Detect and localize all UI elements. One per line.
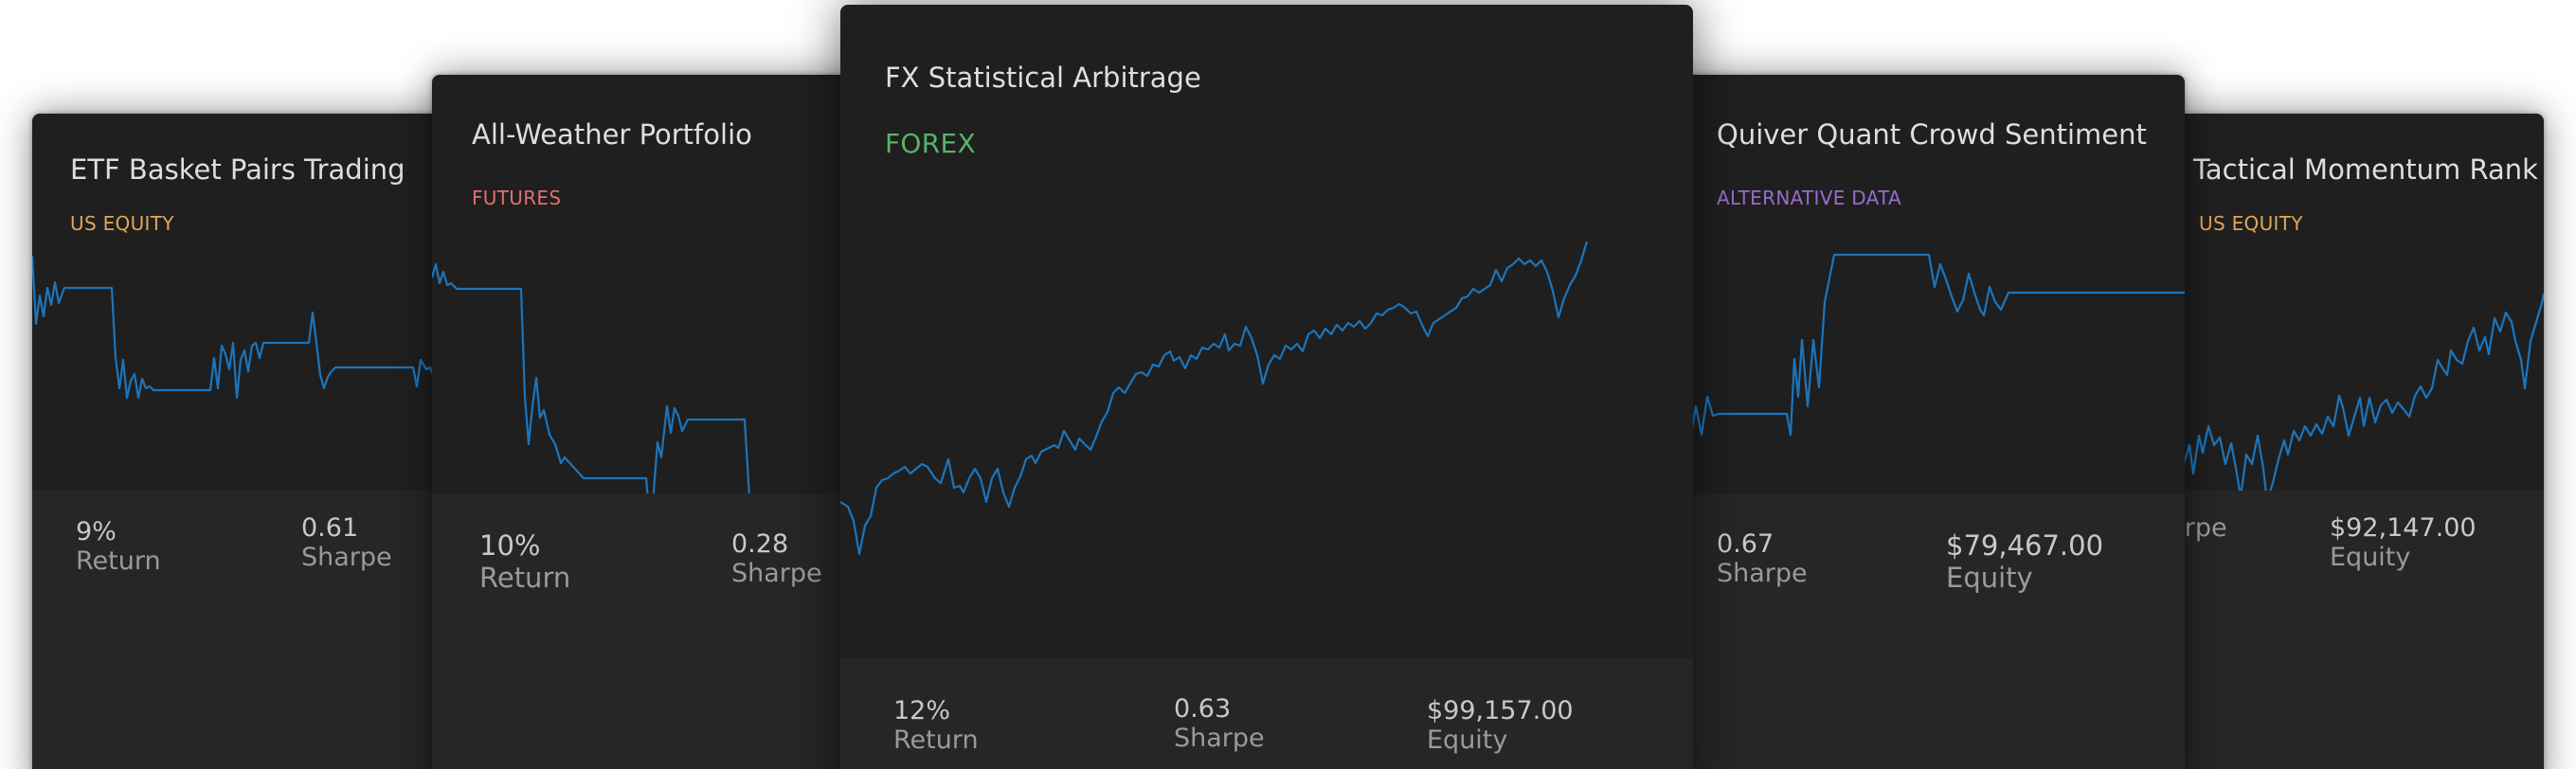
stat-sharpe: 0.61 Sharpe	[301, 513, 392, 572]
strategy-card-quiver-quant-crowd-sentiment[interactable]: Quiver Quant Crowd Sentiment ALTERNATIVE…	[1664, 75, 2185, 769]
stat-value: $99,157.00	[1427, 696, 1574, 725]
stat-value: 9%	[76, 517, 117, 546]
stats-panel: 12% Return 0.63 Sharpe $99,157.00 Equity	[840, 658, 1693, 769]
card-title: Quiver Quant Crowd Sentiment	[1717, 118, 2147, 151]
card-title: ETF Basket Pairs Trading	[70, 153, 405, 186]
stat-label: Sharpe	[1717, 559, 1808, 588]
equity-line	[840, 241, 1589, 556]
asset-class-tag: FOREX	[885, 128, 976, 159]
card-title: FX Statistical Arbitrage	[885, 62, 1201, 94]
stat-sharpe: 0.28 Sharpe	[731, 529, 822, 588]
stat-equity: $79,467.00 Equity	[1946, 529, 2103, 594]
stat-label: Return	[893, 725, 979, 755]
stat-equity: $92,147.00 Equity	[2330, 513, 2477, 572]
stat-label: Sharpe	[1174, 724, 1265, 753]
equity-line	[1664, 253, 2185, 607]
stat-value: 10%	[479, 529, 541, 562]
stat-label: Equity	[1946, 562, 2033, 594]
card-title: Tactical Momentum Rank	[2193, 153, 2538, 186]
stat-value: 0.67	[1717, 529, 1774, 559]
stats-panel: 0.67 Sharpe $79,467.00 Equity	[1664, 493, 2185, 769]
stat-value: 0.61	[301, 513, 359, 543]
strategy-card-fx-statistical-arbitrage[interactable]: FX Statistical Arbitrage FOREX 12% Retur…	[840, 5, 1693, 769]
stat-value: 0.63	[1174, 694, 1232, 724]
equity-chart	[32, 255, 477, 400]
stat-sharpe: 0.67 Sharpe	[1717, 529, 1808, 588]
equity-line	[32, 255, 477, 400]
stat-value: 12%	[893, 696, 951, 725]
equity-line	[2182, 293, 2544, 504]
stat-value: $92,147.00	[2330, 513, 2477, 543]
asset-class-tag: FUTURES	[472, 187, 562, 209]
asset-class-tag: US EQUITY	[70, 212, 174, 235]
stat-label: Equity	[2330, 543, 2411, 572]
stat-value: 0.28	[731, 529, 789, 559]
stat-return: 10% Return	[479, 529, 570, 594]
asset-class-tag: US EQUITY	[2199, 212, 2303, 235]
stats-panel: 9% Return 0.61 Sharpe	[32, 491, 477, 769]
strategy-card-etf-basket-pairs-trading[interactable]: ETF Basket Pairs Trading US EQUITY 9% Re…	[32, 114, 477, 769]
equity-chart	[1664, 253, 2185, 607]
equity-chart	[840, 241, 1589, 556]
stats-panel: 10% Return 0.28 Sharpe	[432, 493, 877, 769]
card-title: All-Weather Portfolio	[472, 118, 752, 151]
stat-label: Return	[479, 562, 571, 594]
stat-label: Return	[76, 546, 161, 576]
stat-sharpe: 0.63 Sharpe	[1174, 694, 1265, 753]
stat-equity: $99,157.00 Equity	[1427, 696, 1574, 755]
stat-return: 9% Return	[76, 517, 161, 576]
stat-label: Equity	[1427, 725, 1508, 755]
asset-class-tag: ALTERNATIVE DATA	[1717, 187, 1902, 209]
stat-label: Sharpe	[301, 543, 392, 572]
stat-label: Sharpe	[731, 559, 822, 588]
strategy-card-all-weather-portfolio[interactable]: All-Weather Portfolio FUTURES 10% Return…	[432, 75, 877, 769]
stat-value: $79,467.00	[1946, 529, 2104, 562]
equity-chart	[2182, 293, 2544, 504]
stat-return: 12% Return	[893, 696, 979, 755]
